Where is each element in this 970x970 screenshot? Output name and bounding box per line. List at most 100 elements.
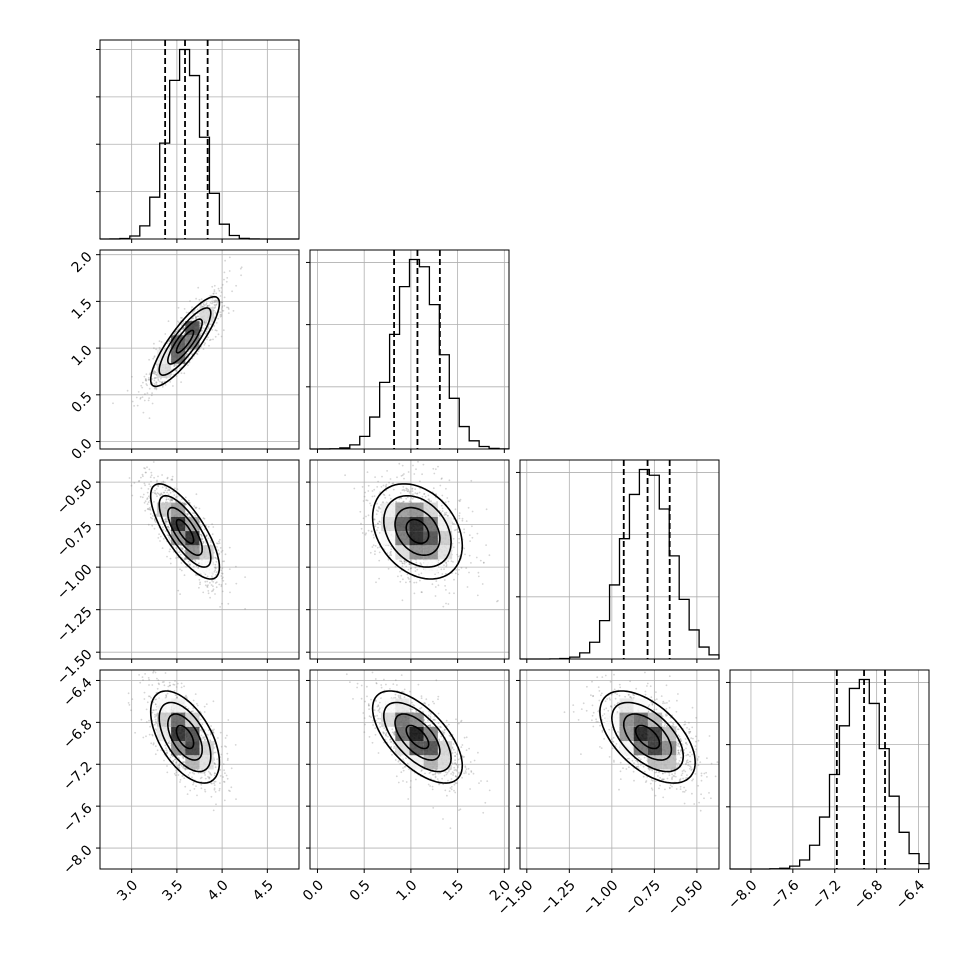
scatter-point bbox=[180, 316, 182, 319]
scatter-point bbox=[184, 785, 187, 788]
scatter-point bbox=[223, 304, 226, 307]
scatter-point bbox=[222, 763, 225, 765]
scatter-point bbox=[215, 304, 218, 306]
scatter-point bbox=[417, 460, 419, 463]
scatter-point bbox=[131, 375, 133, 378]
scatter-point bbox=[447, 500, 450, 503]
scatter-point bbox=[407, 490, 409, 492]
scatter-point bbox=[383, 678, 385, 681]
y-tick-label: −7.2 bbox=[60, 759, 95, 794]
scatter-point bbox=[235, 582, 238, 585]
scatter-point bbox=[223, 799, 226, 802]
scatter-point bbox=[175, 771, 178, 774]
scatter-point bbox=[443, 568, 445, 570]
scatter-point bbox=[203, 517, 206, 520]
scatter-point bbox=[229, 591, 231, 594]
scatter-point bbox=[144, 509, 147, 512]
scatter-point bbox=[244, 576, 247, 578]
scatter-point bbox=[145, 379, 148, 382]
scatter-point bbox=[378, 551, 381, 554]
scatter-point bbox=[179, 779, 182, 781]
scatter-point bbox=[148, 378, 151, 381]
scatter-point bbox=[385, 732, 388, 734]
scatter-point bbox=[202, 304, 205, 306]
scatter-point bbox=[148, 387, 151, 390]
scatter-point bbox=[183, 777, 186, 779]
scatter-point bbox=[166, 555, 168, 558]
scatter-point bbox=[161, 381, 164, 383]
panel-frame bbox=[99, 39, 300, 240]
scatter-point bbox=[431, 583, 434, 586]
scatter-point bbox=[205, 534, 208, 537]
scatter-point bbox=[220, 313, 223, 316]
scatter-point bbox=[228, 546, 231, 549]
scatter-point bbox=[220, 287, 223, 289]
scatter-point bbox=[165, 747, 167, 750]
scatter-point bbox=[214, 329, 217, 332]
scatter-point bbox=[361, 532, 364, 534]
scatter-point bbox=[166, 520, 169, 523]
scatter-point bbox=[223, 271, 226, 274]
scatter-point bbox=[371, 495, 374, 498]
scatter-point bbox=[126, 389, 129, 392]
scatter-point bbox=[452, 537, 455, 540]
density-cell bbox=[423, 531, 438, 546]
scatter-point bbox=[371, 546, 374, 548]
scatter-point bbox=[215, 803, 217, 806]
scatter-point bbox=[181, 322, 184, 325]
scatter-point bbox=[465, 567, 468, 569]
scatter-point bbox=[367, 514, 370, 517]
scatter-point bbox=[154, 386, 157, 389]
scatter-point bbox=[441, 573, 444, 575]
scatter-point bbox=[141, 386, 144, 389]
scatter-point bbox=[153, 476, 156, 479]
scatter-point bbox=[206, 328, 209, 331]
scatter-point bbox=[149, 476, 152, 479]
scatter-point bbox=[160, 381, 163, 384]
scatter-point bbox=[461, 744, 464, 746]
scatter-point bbox=[166, 765, 168, 767]
scatter-point bbox=[219, 295, 222, 297]
scatter-point bbox=[373, 488, 376, 491]
scatter-point bbox=[159, 540, 161, 542]
scatter-point bbox=[458, 499, 460, 502]
scatter-point bbox=[418, 573, 420, 576]
scatter-point bbox=[211, 533, 214, 536]
scatter-point bbox=[488, 554, 491, 557]
scatter-point bbox=[169, 381, 172, 383]
scatter-point bbox=[166, 477, 169, 480]
scatter-point bbox=[223, 296, 226, 299]
scatter-point bbox=[403, 562, 406, 565]
scatter-point bbox=[187, 560, 190, 563]
scatter-point bbox=[360, 527, 363, 530]
scatter-point bbox=[403, 696, 406, 699]
scatter-point bbox=[375, 581, 377, 584]
scatter-point bbox=[173, 494, 176, 496]
scatter-point bbox=[183, 308, 186, 310]
scatter-point bbox=[148, 506, 151, 509]
scatter-point bbox=[445, 589, 447, 591]
scatter-point bbox=[164, 520, 167, 523]
scatter-point bbox=[214, 300, 216, 303]
scatter-point bbox=[209, 733, 212, 736]
scatter-point bbox=[196, 308, 199, 311]
scatter-point bbox=[235, 565, 237, 568]
scatter-point bbox=[152, 670, 155, 673]
scatter-point bbox=[204, 580, 207, 583]
scatter-point bbox=[164, 672, 167, 674]
scatter-point bbox=[183, 574, 186, 577]
scatter-point bbox=[213, 307, 216, 309]
scatter-point bbox=[344, 474, 346, 477]
scatter-point bbox=[146, 384, 149, 387]
scatter-point bbox=[403, 560, 406, 563]
scatter-point bbox=[229, 790, 231, 792]
density-cell bbox=[423, 545, 438, 560]
scatter-point bbox=[180, 562, 183, 564]
scatter-point bbox=[373, 495, 376, 497]
panel-1-1 bbox=[306, 249, 510, 453]
scatter-point bbox=[208, 344, 210, 347]
scatter-point bbox=[136, 404, 139, 407]
scatter-point bbox=[165, 749, 168, 752]
scatter-point bbox=[155, 387, 158, 389]
scatter-point bbox=[212, 338, 214, 341]
